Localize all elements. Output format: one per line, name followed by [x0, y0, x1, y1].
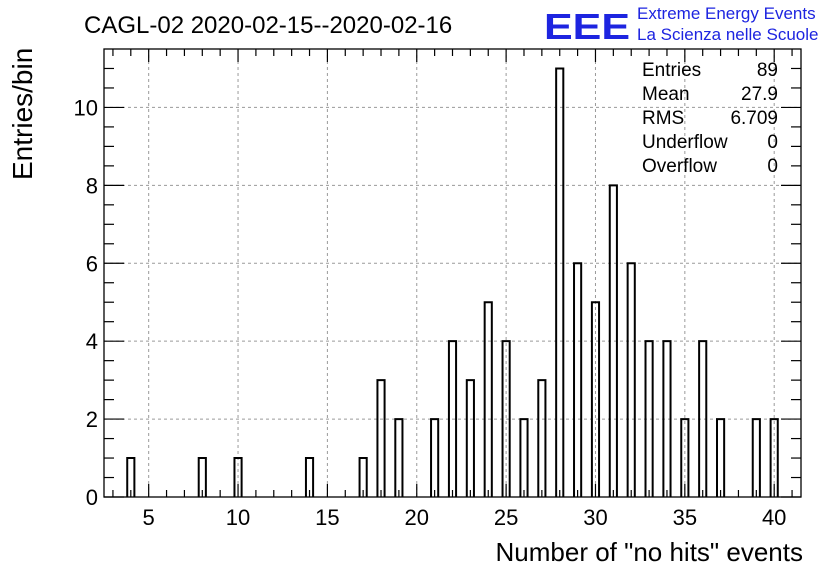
histogram-bar — [233, 457, 243, 497]
stats-label: Underflow — [642, 132, 728, 153]
x-tick-label: 10 — [226, 505, 250, 530]
stats-value: 27.9 — [741, 84, 778, 105]
y-tick-label: 10 — [74, 95, 98, 120]
histogram-bar — [430, 418, 440, 497]
stats-value: 0 — [767, 156, 778, 177]
eee-logo: EEE Extreme Energy Events La Scienza nel… — [544, 4, 818, 47]
histogram-bar — [394, 418, 404, 497]
x-axis-title: Number of "no hits" events — [496, 537, 804, 567]
logo-mark: EEE — [544, 6, 630, 47]
stats-label: Mean — [642, 84, 690, 105]
histogram-bar — [590, 301, 601, 497]
stats-value: 0 — [767, 132, 778, 153]
x-tick-label: 35 — [673, 505, 697, 530]
stats-value: 89 — [757, 60, 778, 81]
x-tick-label: 25 — [494, 505, 518, 530]
y-tick-label: 6 — [86, 251, 98, 276]
histogram-bar — [483, 301, 493, 497]
histogram-bar — [519, 418, 529, 497]
histogram-bar — [644, 340, 654, 497]
histogram-bar — [376, 379, 386, 497]
plot-frame — [103, 48, 802, 498]
histogram-bar — [769, 418, 779, 497]
histogram-bar — [716, 418, 726, 497]
x-tick-label: 30 — [583, 505, 607, 530]
histogram-bar — [608, 184, 618, 497]
histogram-bar — [126, 457, 136, 497]
tick-labels: 5 10 15 20 25 30 35 40 0 2 4 6 8 10 — [74, 95, 787, 530]
y-axis-title: Entries/bin — [7, 48, 38, 180]
histogram-bar — [573, 262, 583, 497]
stats-label: Entries — [642, 60, 701, 81]
grid-lines — [104, 49, 801, 497]
x-tick-label: 40 — [762, 505, 786, 530]
stats-value: 6.709 — [730, 108, 778, 129]
histogram-bar — [501, 340, 511, 497]
histogram-bar — [304, 457, 315, 497]
stats-label: RMS — [642, 108, 684, 129]
histogram-bar — [358, 457, 368, 497]
histogram-bar — [197, 457, 207, 497]
y-tick-label: 8 — [86, 173, 98, 198]
stats-label: Overflow — [642, 156, 717, 177]
histogram-bar — [680, 418, 690, 497]
x-tick-label: 15 — [315, 505, 339, 530]
y-tick-label: 4 — [86, 329, 98, 354]
histogram-bar — [751, 418, 761, 497]
histogram-bar — [447, 340, 458, 497]
x-tick-label: 20 — [405, 505, 429, 530]
logo-line-1: Extreme Energy Events — [637, 4, 816, 23]
y-tick-label: 0 — [86, 485, 98, 510]
x-tick-label: 5 — [143, 505, 155, 530]
logo-line-2: La Scienza nelle Scuole — [637, 25, 818, 44]
chart-title: CAGL-02 2020-02-15--2020-02-16 — [84, 12, 452, 39]
histogram-bar — [555, 67, 565, 497]
histogram-bar — [626, 262, 636, 497]
y-tick-label: 2 — [86, 407, 98, 432]
histogram-bar — [465, 379, 475, 497]
histogram-bar — [662, 340, 672, 497]
histogram-bar — [537, 379, 547, 497]
histogram-bar — [698, 340, 708, 497]
histogram-bars — [126, 67, 779, 497]
axis-ticks — [104, 49, 801, 498]
